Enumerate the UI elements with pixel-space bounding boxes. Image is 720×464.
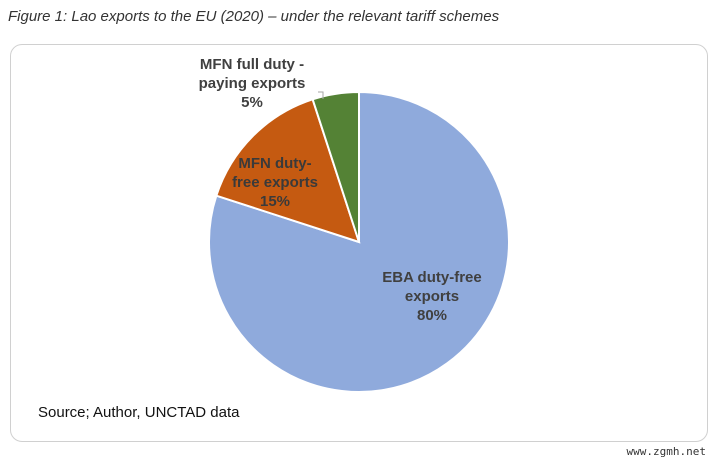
watermark: www.zgmh.net — [626, 445, 706, 458]
slice-label-3: MFN full duty -paying exports 5% — [199, 56, 306, 111]
slice-label-1: EBA duty-free exports 80% — [382, 269, 481, 324]
pie-slice-3 — [311, 90, 360, 243]
leader-line — [318, 91, 324, 99]
source-note: Source; Author, UNCTAD data — [38, 404, 240, 421]
figure-caption: Figure 1: Lao exports to the EU (2020) –… — [8, 8, 500, 25]
slice-label-2: MFN duty-free exports 15% — [232, 155, 318, 210]
